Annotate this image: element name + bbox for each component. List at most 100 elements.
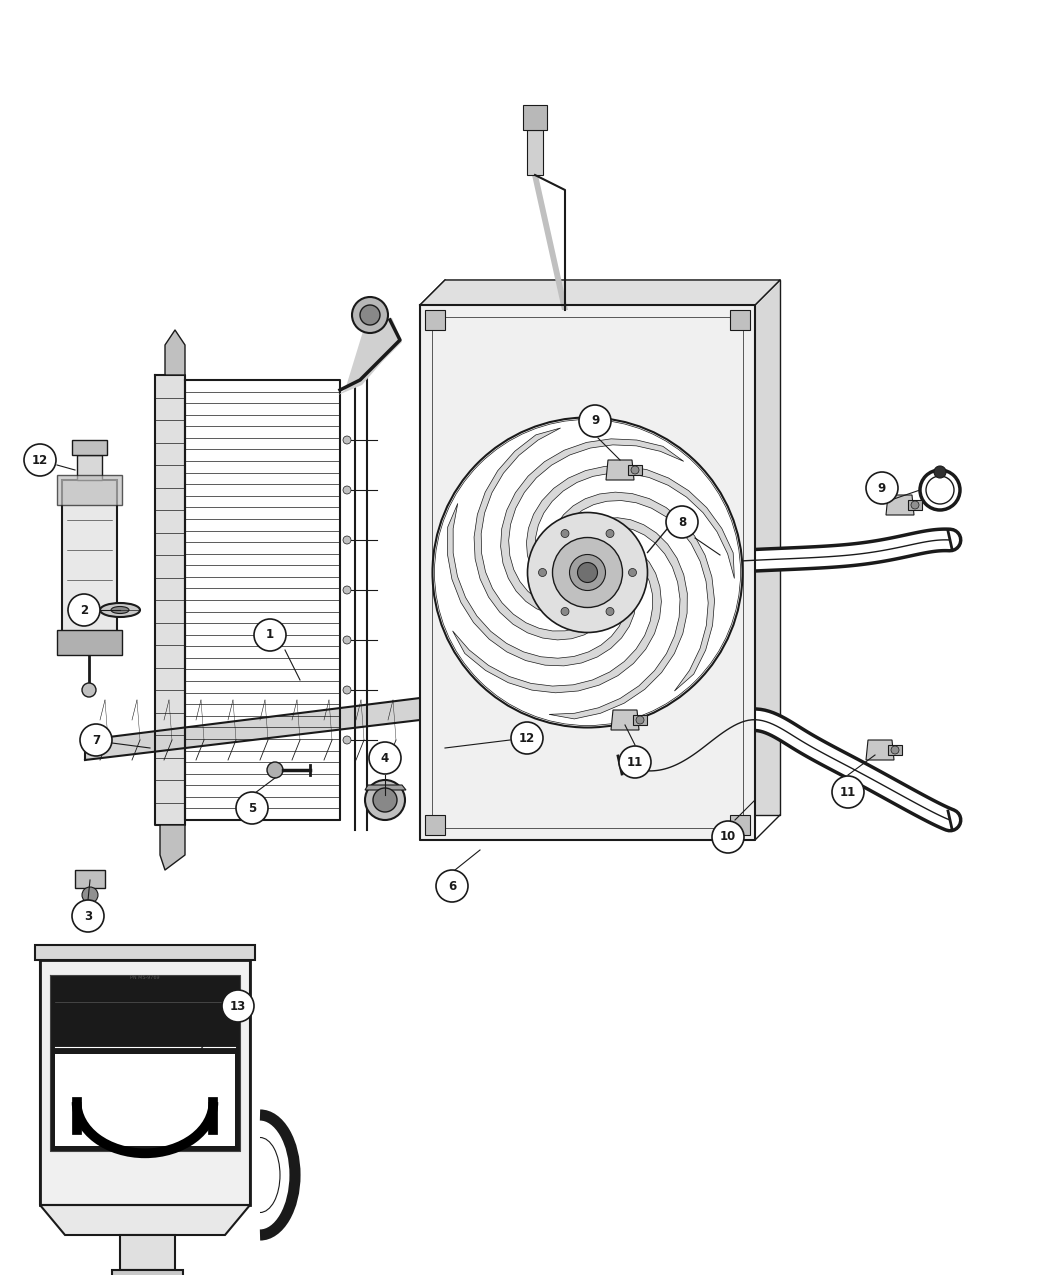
Text: 6: 6 bbox=[448, 880, 456, 892]
Ellipse shape bbox=[111, 607, 129, 613]
Circle shape bbox=[222, 989, 254, 1023]
Circle shape bbox=[891, 746, 899, 754]
Polygon shape bbox=[501, 439, 684, 615]
Circle shape bbox=[369, 742, 401, 774]
Polygon shape bbox=[730, 815, 750, 835]
Circle shape bbox=[561, 607, 569, 616]
Circle shape bbox=[267, 762, 284, 778]
Circle shape bbox=[343, 586, 351, 594]
Circle shape bbox=[352, 297, 388, 333]
Circle shape bbox=[911, 501, 919, 509]
Polygon shape bbox=[866, 740, 894, 760]
Text: 9: 9 bbox=[878, 482, 886, 495]
Polygon shape bbox=[532, 175, 568, 310]
Circle shape bbox=[539, 569, 546, 576]
Polygon shape bbox=[633, 715, 647, 725]
Circle shape bbox=[920, 470, 960, 510]
Text: 5 YEAR / 100,000 MILE: 5 YEAR / 100,000 MILE bbox=[114, 993, 176, 998]
Polygon shape bbox=[62, 479, 117, 650]
Circle shape bbox=[236, 792, 268, 824]
Text: 9: 9 bbox=[591, 414, 600, 427]
Polygon shape bbox=[57, 476, 122, 505]
Circle shape bbox=[636, 717, 644, 724]
Circle shape bbox=[511, 722, 543, 754]
Circle shape bbox=[606, 607, 614, 616]
Circle shape bbox=[365, 780, 405, 820]
Circle shape bbox=[866, 472, 898, 504]
Circle shape bbox=[926, 476, 954, 504]
Polygon shape bbox=[420, 305, 755, 840]
Polygon shape bbox=[453, 541, 662, 692]
Polygon shape bbox=[85, 697, 455, 760]
Circle shape bbox=[373, 788, 397, 812]
Circle shape bbox=[82, 887, 98, 903]
Circle shape bbox=[343, 436, 351, 444]
Circle shape bbox=[82, 683, 96, 697]
Circle shape bbox=[436, 870, 468, 901]
Polygon shape bbox=[611, 710, 639, 731]
Polygon shape bbox=[523, 105, 547, 130]
Polygon shape bbox=[57, 630, 122, 655]
Text: 4: 4 bbox=[381, 751, 390, 765]
Circle shape bbox=[433, 417, 742, 728]
Circle shape bbox=[343, 536, 351, 544]
Circle shape bbox=[527, 513, 648, 632]
Polygon shape bbox=[85, 697, 455, 760]
Circle shape bbox=[343, 736, 351, 745]
Polygon shape bbox=[549, 518, 688, 719]
Text: 8: 8 bbox=[678, 515, 686, 529]
Polygon shape bbox=[420, 280, 780, 305]
Circle shape bbox=[579, 405, 611, 437]
Text: ANTIFREEZE / COOLANT: ANTIFREEZE / COOLANT bbox=[99, 1006, 192, 1011]
Polygon shape bbox=[120, 1235, 175, 1270]
Circle shape bbox=[254, 618, 286, 652]
Circle shape bbox=[578, 562, 597, 583]
Text: 1: 1 bbox=[266, 629, 274, 641]
Text: MOPAR: MOPAR bbox=[129, 1030, 161, 1039]
Polygon shape bbox=[425, 815, 445, 835]
Circle shape bbox=[80, 724, 112, 756]
Text: 13: 13 bbox=[230, 1000, 246, 1012]
Text: 10: 10 bbox=[720, 830, 736, 844]
Text: 50 /50 PREDILUTED: 50 /50 PREDILUTED bbox=[114, 1019, 175, 1024]
Text: 7: 7 bbox=[92, 733, 100, 746]
Circle shape bbox=[343, 486, 351, 493]
Text: 11: 11 bbox=[627, 756, 643, 769]
Polygon shape bbox=[526, 465, 734, 590]
Polygon shape bbox=[160, 825, 185, 870]
Text: 5: 5 bbox=[248, 802, 256, 815]
Circle shape bbox=[631, 465, 639, 474]
Circle shape bbox=[569, 555, 606, 590]
Circle shape bbox=[620, 746, 651, 778]
Polygon shape bbox=[888, 745, 902, 755]
Polygon shape bbox=[730, 310, 750, 330]
Polygon shape bbox=[550, 492, 715, 691]
Text: 12: 12 bbox=[519, 732, 536, 745]
Circle shape bbox=[552, 538, 623, 607]
Circle shape bbox=[832, 776, 864, 808]
Polygon shape bbox=[40, 960, 250, 1205]
Polygon shape bbox=[908, 500, 922, 510]
Polygon shape bbox=[165, 330, 185, 375]
Circle shape bbox=[343, 686, 351, 694]
Polygon shape bbox=[155, 375, 185, 825]
Polygon shape bbox=[112, 1270, 183, 1275]
Circle shape bbox=[561, 529, 569, 538]
Polygon shape bbox=[77, 455, 102, 479]
Polygon shape bbox=[185, 380, 340, 820]
Circle shape bbox=[629, 569, 636, 576]
Circle shape bbox=[68, 594, 100, 626]
Text: 2: 2 bbox=[80, 603, 88, 617]
Polygon shape bbox=[527, 130, 543, 175]
Polygon shape bbox=[447, 504, 636, 666]
Text: 11: 11 bbox=[840, 785, 856, 798]
Circle shape bbox=[934, 465, 946, 478]
Text: 3: 3 bbox=[84, 909, 92, 923]
Polygon shape bbox=[606, 460, 634, 479]
Circle shape bbox=[712, 821, 744, 853]
Polygon shape bbox=[886, 495, 914, 515]
Text: DO NOT ADD WATER: DO NOT ADD WATER bbox=[117, 983, 173, 988]
Polygon shape bbox=[72, 440, 107, 455]
Text: PN MS-9769: PN MS-9769 bbox=[130, 975, 160, 980]
Polygon shape bbox=[75, 870, 105, 887]
